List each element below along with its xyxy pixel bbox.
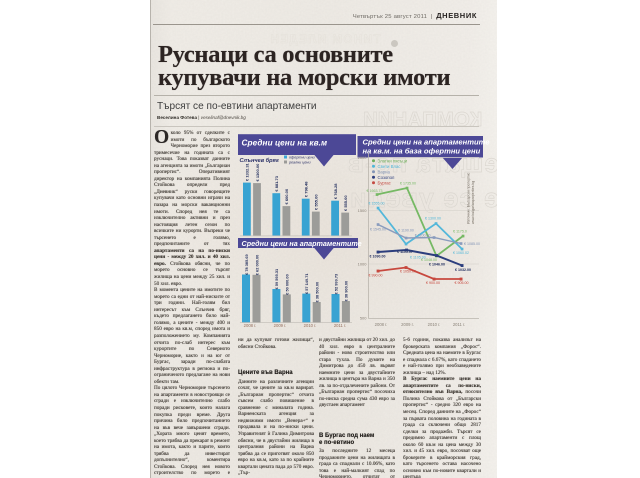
- svg-text:Бургас: Бургас: [378, 180, 392, 185]
- svg-text:€ 1545.00: € 1545.00: [370, 228, 386, 232]
- svg-text:офертни цени: офертни цени: [289, 155, 315, 159]
- svg-text:2010 г.: 2010 г.: [304, 323, 317, 328]
- svg-text:€ 555.00: € 555.00: [314, 194, 319, 210]
- svg-text:€ 50 000.00: € 50 000.00: [285, 274, 290, 295]
- svg-text:Свети Влас: Свети Влас: [378, 164, 402, 169]
- svg-text:2009 г.: 2009 г.: [401, 322, 414, 327]
- svg-text:€ 62 000.00: € 62 000.00: [254, 255, 259, 276]
- svg-text:€ 600.00: € 600.00: [284, 188, 289, 204]
- svg-text:€ 555.00: € 555.00: [343, 195, 348, 211]
- svg-text:€ 52 999.73: € 52 999.73: [333, 273, 338, 294]
- svg-text:500: 500: [360, 316, 367, 321]
- svg-text:Созопол: Созопол: [378, 175, 395, 180]
- svg-text:на кв.м. на база офертни цени: на кв.м. на база офертни цени: [363, 147, 481, 156]
- svg-text:€ 1048.00: € 1048.00: [421, 258, 437, 262]
- svg-text:Средни цени на апартаментите: Средни цени на апартаментите: [363, 138, 491, 147]
- svg-text:€ 78 385.69: € 78 385.69: [244, 254, 249, 275]
- svg-text:€ 1085.00: € 1085.00: [464, 242, 480, 246]
- svg-text:€ 1735.00: € 1735.00: [400, 182, 416, 186]
- svg-text:€ 38 500.00: € 38 500.00: [315, 282, 320, 303]
- svg-text:€ 1090.00: € 1090.00: [370, 255, 386, 259]
- svg-text:€ 1300.00: € 1300.00: [425, 217, 441, 221]
- svg-text:2000: 2000: [358, 155, 368, 160]
- svg-text:Средни цени на кв.м: Средни цени на кв.м: [242, 139, 328, 148]
- svg-text:€ 768.28: € 768.28: [333, 183, 338, 199]
- svg-text:€ 1175.0: € 1175.0: [453, 230, 467, 234]
- svg-text:€ 1105.07: € 1105.07: [397, 250, 413, 254]
- svg-text:€ 1190.00: € 1190.00: [398, 229, 414, 233]
- svg-text:1500: 1500: [358, 208, 368, 213]
- svg-text:Средни цени на апартаментите: Средни цени на апартаментите: [242, 239, 362, 248]
- svg-text:€ 881.73: € 881.73: [274, 175, 279, 191]
- svg-text:2010 г.: 2010 г.: [428, 322, 441, 327]
- svg-text:Източник: Български пропертис: Източник: Български пропертис: [467, 172, 471, 224]
- svg-text:2008 г.: 2008 г.: [375, 322, 388, 327]
- svg-text:www.bulgarianproperties.bg: www.bulgarianproperties.bg: [471, 181, 475, 224]
- svg-text:€ 1555.00: € 1555.00: [369, 202, 385, 206]
- svg-text:2011 г.: 2011 г.: [334, 323, 346, 328]
- svg-text:€ 1060.02: € 1060.02: [453, 251, 469, 255]
- svg-text:€ 1332.31: € 1332.31: [245, 162, 250, 181]
- svg-text:€ 1050.00: € 1050.00: [400, 270, 416, 274]
- svg-text:реални цени: реални цени: [288, 160, 311, 164]
- svg-text:€ 1100.00: € 1100.00: [415, 234, 431, 238]
- svg-text:€ 38 900.00: € 38 900.00: [344, 281, 349, 302]
- svg-text:€ 798.48: € 798.48: [304, 181, 309, 197]
- svg-text:€ 1046.00: € 1046.00: [429, 263, 445, 267]
- svg-text:€ 59 595.31: € 59 595.31: [274, 268, 279, 289]
- svg-text:Варна: Варна: [378, 169, 391, 174]
- svg-text:€ 900.00: € 900.00: [426, 281, 440, 285]
- svg-text:€ 57 149.71: € 57 149.71: [304, 273, 309, 294]
- svg-text:Златни пясъци: Златни пясъци: [378, 158, 408, 163]
- svg-text:€ 1663.73: € 1663.73: [367, 189, 383, 193]
- svg-text:€ 990.00: € 990.00: [369, 274, 383, 278]
- svg-text:Слънчев бряг: Слънчев бряг: [240, 157, 279, 164]
- svg-text:2011 г.: 2011 г.: [453, 322, 465, 327]
- svg-text:€ 905.00: € 905.00: [455, 281, 469, 285]
- svg-text:€ 1105.00: € 1105.00: [410, 256, 426, 260]
- svg-text:1000: 1000: [358, 262, 368, 267]
- svg-text:2009 г.: 2009 г.: [274, 323, 287, 328]
- svg-text:€ 1032.00: € 1032.00: [455, 268, 471, 272]
- svg-text:2008 г.: 2008 г.: [244, 323, 257, 328]
- svg-text:€ 1300.00: € 1300.00: [255, 163, 260, 182]
